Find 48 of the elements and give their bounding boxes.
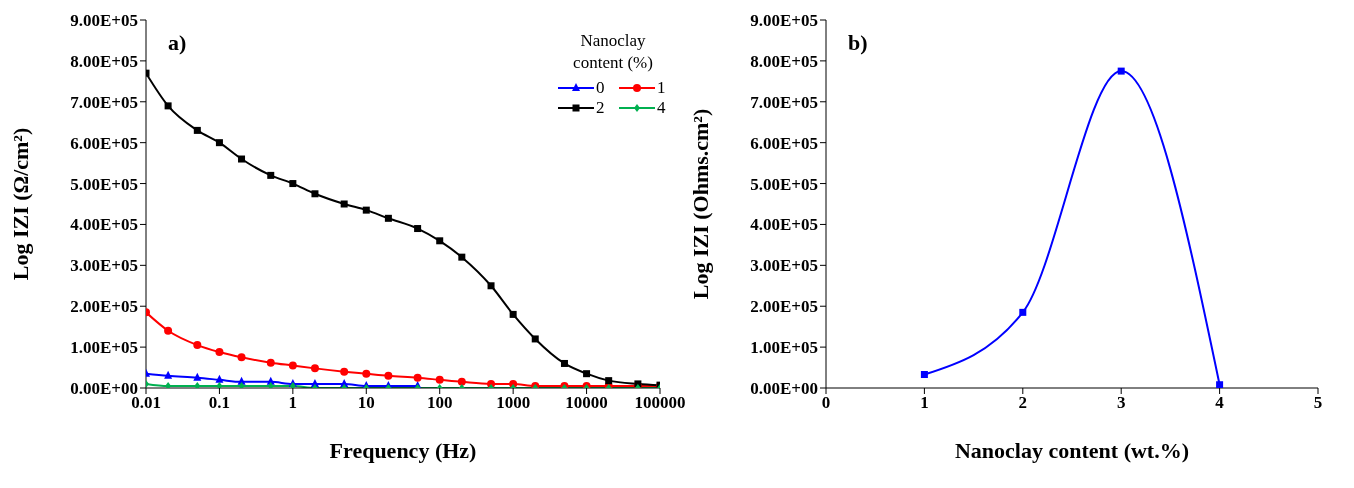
legend-label: 1 — [657, 78, 666, 98]
x-tick-label: 10000 — [565, 393, 608, 413]
point — [920, 371, 928, 379]
y-tick-label: 0.00E+00 — [750, 379, 818, 399]
y-tick-label: 3.00E+05 — [70, 256, 138, 276]
y-tick-label: 5.00E+05 — [750, 174, 818, 194]
y-tick-label: 2.00E+05 — [750, 297, 818, 317]
y-tick-label: 6.00E+05 — [70, 133, 138, 153]
y-tick-label: 9.00E+05 — [70, 11, 138, 31]
y-tick-label: 1.00E+05 — [70, 338, 138, 358]
x-axis-title: Frequency (Hz) — [329, 438, 477, 463]
legend-title: Nanoclay content (%) — [572, 30, 654, 74]
y-tick-label: 4.00E+05 — [70, 215, 138, 235]
x-tick-label: 100 — [426, 393, 453, 413]
x-tick-label: 2 — [1018, 393, 1028, 413]
y-tick-label: 3.00E+05 — [750, 256, 818, 276]
x-tick-label: 1 — [288, 393, 298, 413]
y-tick-label: 4.00E+05 — [750, 215, 818, 235]
x-tick-label: 0.1 — [208, 393, 231, 413]
y-tick-label: 6.00E+05 — [750, 133, 818, 153]
x-tick-label: 0 — [821, 393, 831, 413]
y-axis-title: Log IZI (Ohms.cm²) — [687, 108, 713, 300]
point — [1019, 308, 1027, 316]
text: a) — [168, 30, 187, 56]
y-tick-label: 1.00E+05 — [750, 338, 818, 358]
y-tick-label: 2.00E+05 — [70, 297, 138, 317]
point — [1216, 381, 1224, 388]
y-axis-title: Log IZI (Ω/cm²) — [7, 127, 33, 281]
legend-label: 0 — [596, 78, 605, 98]
text: b) — [848, 30, 868, 56]
point — [1117, 67, 1125, 75]
y-tick-label: 7.00E+05 — [70, 92, 138, 112]
y-tick-label: 5.00E+05 — [70, 174, 138, 194]
x-tick-label: 4 — [1215, 393, 1225, 413]
x-tick-label: 10 — [357, 393, 375, 413]
x-tick-label: 0.01 — [131, 393, 161, 413]
y-tick-label: 9.00E+05 — [750, 11, 818, 31]
y-tick-label: 7.00E+05 — [750, 92, 818, 112]
legend-label: 2 — [596, 98, 605, 118]
x-tick-label: 100000 — [634, 393, 686, 413]
legend-label: 4 — [657, 98, 666, 118]
x-tick-label: 3 — [1116, 393, 1126, 413]
x-axis-title: Nanoclay content (wt.%) — [954, 438, 1190, 463]
y-tick-label: 8.00E+05 — [750, 51, 818, 71]
x-tick-label: 5 — [1313, 393, 1323, 413]
x-tick-label: 1 — [920, 393, 929, 413]
x-tick-label: 1000 — [496, 393, 531, 413]
y-tick-label: 8.00E+05 — [70, 51, 138, 71]
